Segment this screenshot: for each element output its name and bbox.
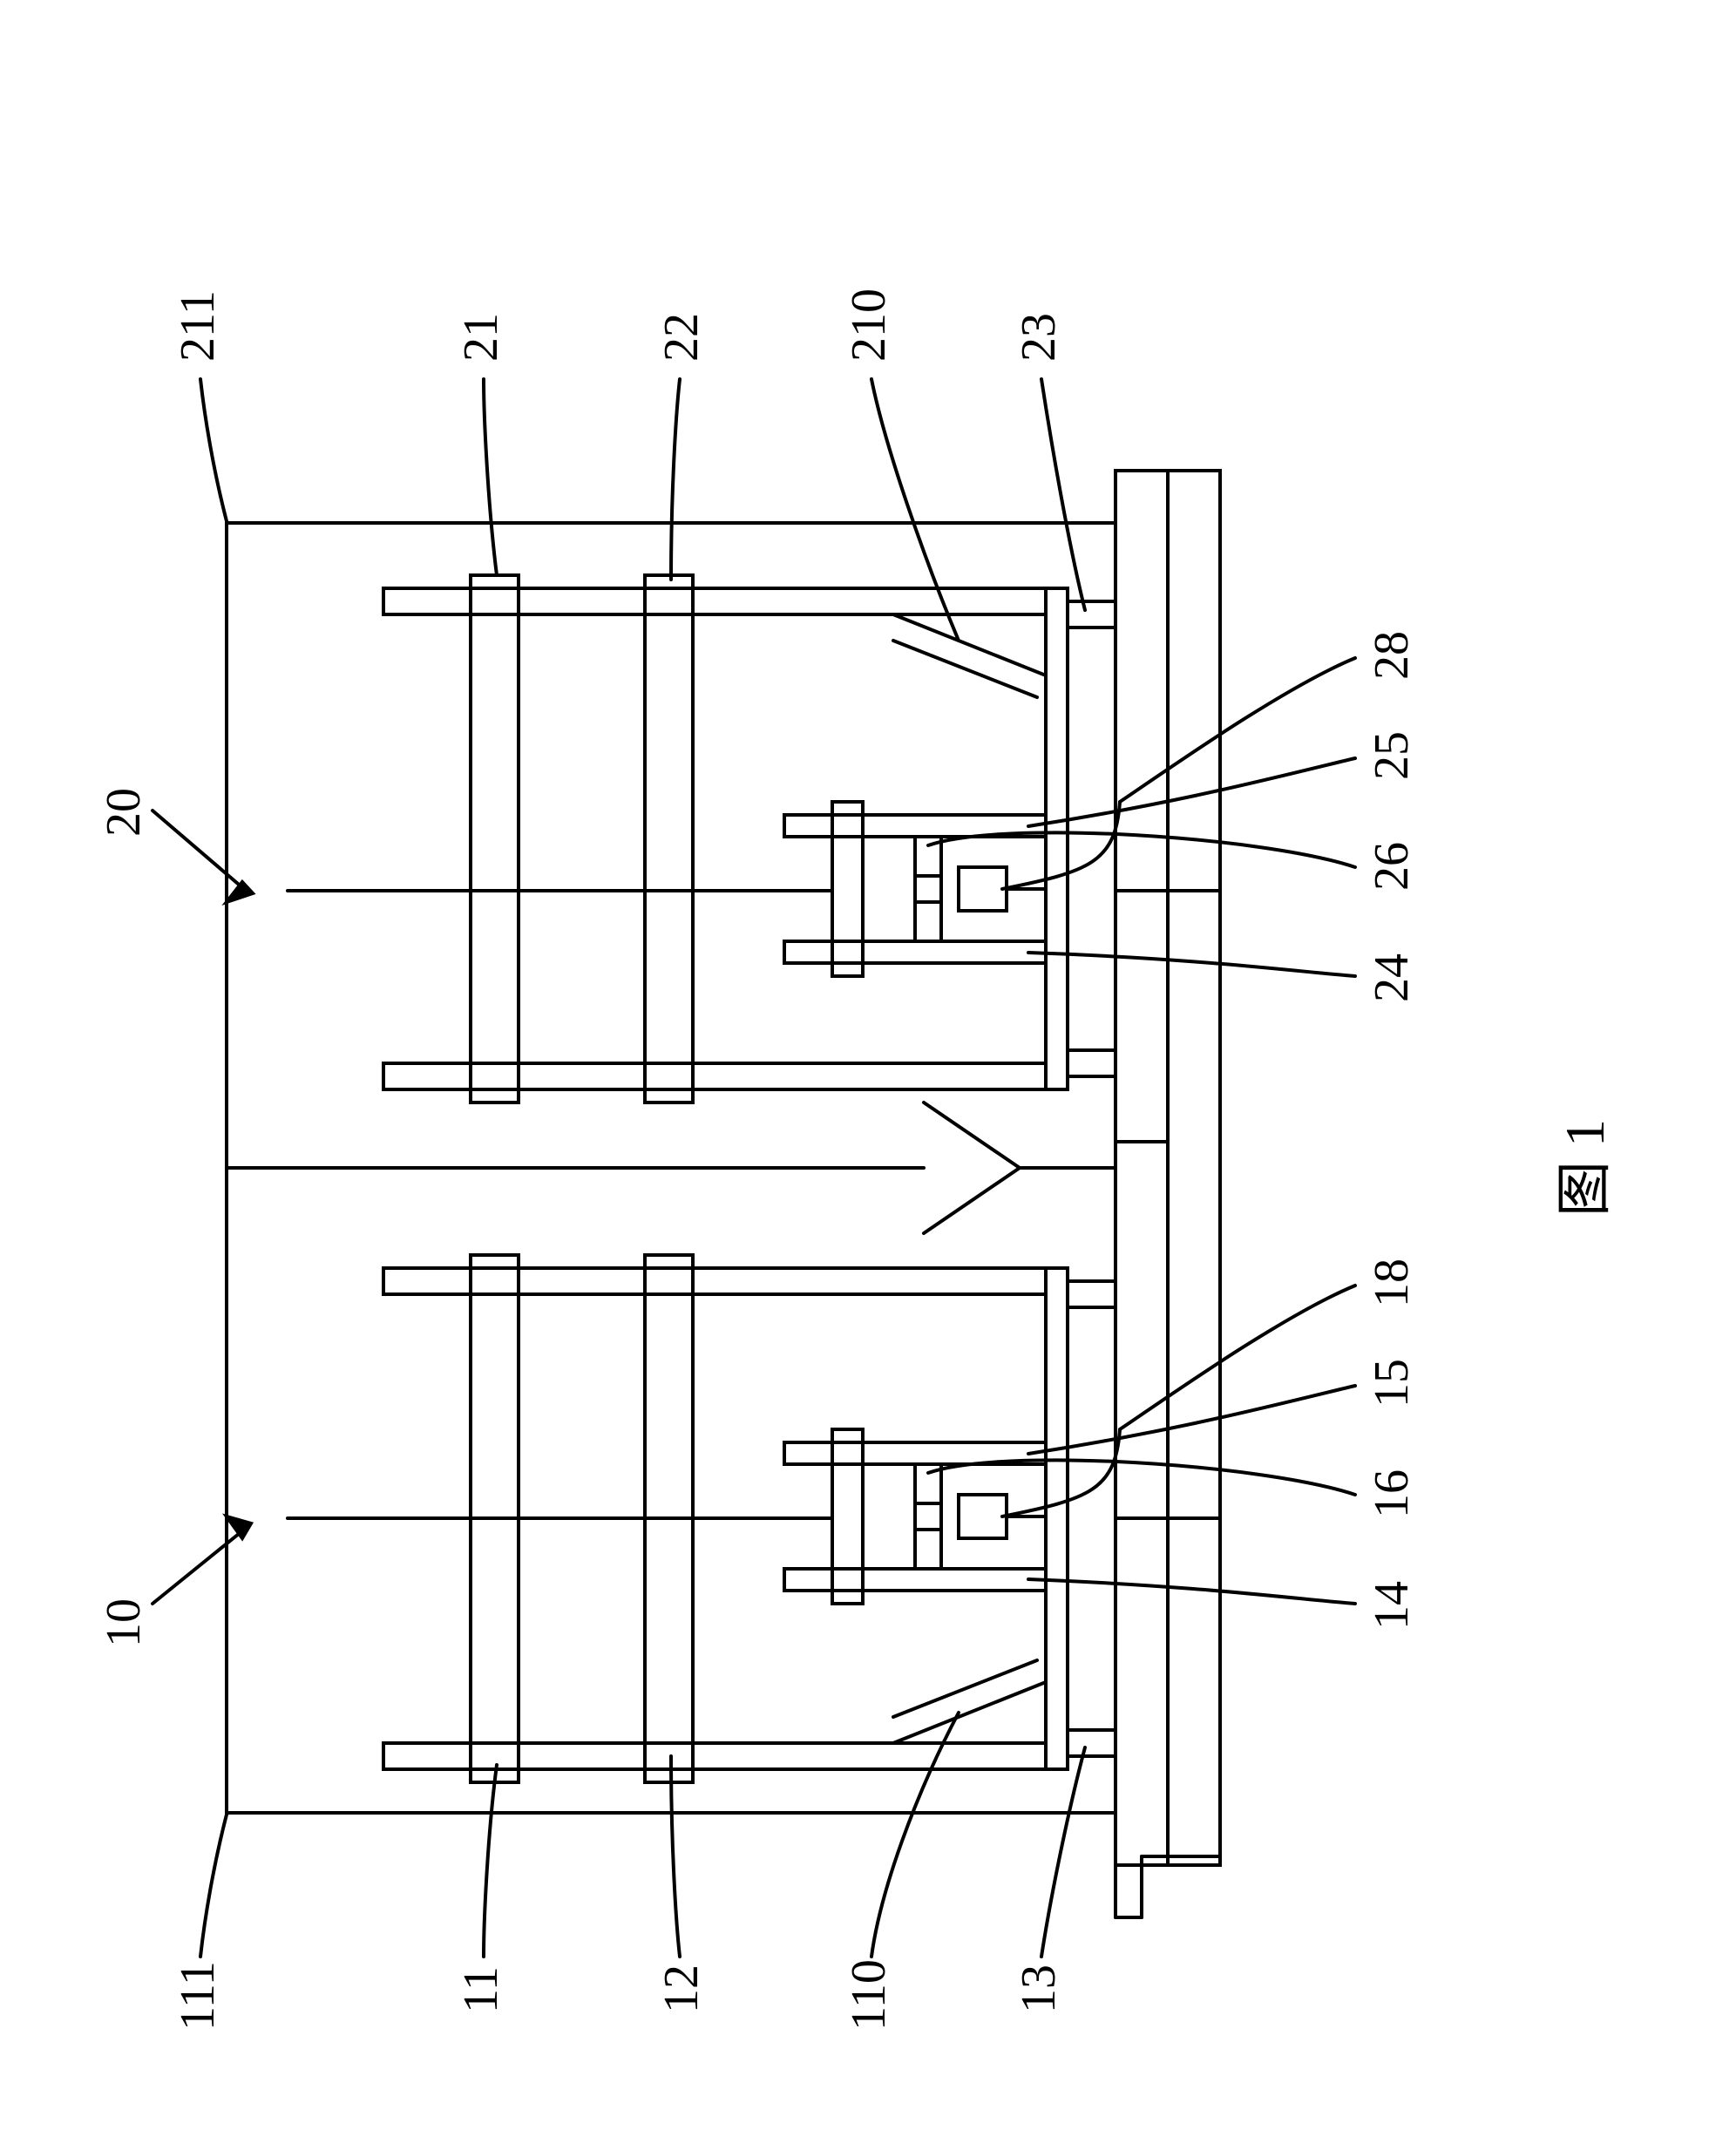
label-10: 10 xyxy=(97,1598,151,1647)
label-14: 14 xyxy=(1365,1581,1419,1630)
patent-figure: 111 11 12 110 13 14 15 16 18 10 211 21 2… xyxy=(0,0,1736,2144)
left-col-outer-r xyxy=(383,1268,1046,1294)
label-210: 210 xyxy=(842,288,896,362)
label-23: 23 xyxy=(1012,313,1066,362)
label-111: 111 xyxy=(171,1961,225,2031)
label-12: 12 xyxy=(654,1964,709,2013)
left-col-outer-l xyxy=(383,1743,1046,1769)
label-28: 28 xyxy=(1365,631,1419,680)
label-211: 211 xyxy=(171,290,225,362)
label-21: 21 xyxy=(454,313,508,362)
label-13: 13 xyxy=(1012,1964,1066,2013)
label-20: 20 xyxy=(97,788,151,837)
label-26: 26 xyxy=(1365,842,1419,891)
label-22: 22 xyxy=(654,313,709,362)
label-110: 110 xyxy=(842,1959,896,2031)
label-18: 18 xyxy=(1365,1259,1419,1307)
figure-caption: 图 1 xyxy=(1554,1119,1616,1217)
label-25: 25 xyxy=(1365,731,1419,780)
label-15: 15 xyxy=(1365,1359,1419,1408)
label-24: 24 xyxy=(1365,953,1419,1002)
label-16: 16 xyxy=(1365,1469,1419,1518)
diagram-canvas: 111 11 12 110 13 14 15 16 18 10 211 21 2… xyxy=(0,0,1736,2144)
label-11: 11 xyxy=(454,1966,508,2013)
